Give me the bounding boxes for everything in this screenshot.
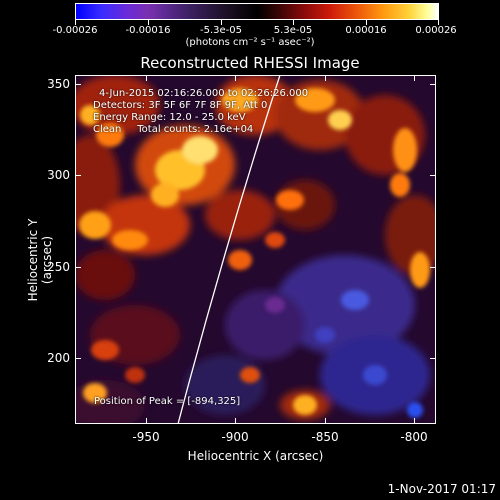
x-tick — [146, 75, 147, 81]
clean-counts-text: Clean Total counts: 2.16e+04 — [93, 124, 254, 135]
x-tick — [146, 418, 147, 424]
x-tick-label: -950 — [132, 430, 160, 444]
x-tick — [235, 418, 236, 424]
colorbar-label: -0.00026 — [52, 25, 98, 36]
colorbar-tick — [366, 20, 367, 25]
x-tick — [325, 75, 326, 81]
y-axis-title: Heliocentric Y (arcsec) — [26, 218, 54, 302]
colorbar — [75, 3, 439, 20]
y-tick-label: 350 — [47, 77, 70, 91]
x-tick-label: -850 — [311, 430, 339, 444]
y-tick — [75, 358, 81, 359]
colorbar-units: (photons cm⁻² s⁻¹ asec⁻²) — [185, 37, 315, 48]
colorbar-label: 0.00016 — [345, 25, 387, 36]
colorbar-tick — [148, 20, 149, 25]
colorbar-tick — [293, 20, 294, 25]
colorbar-tick — [75, 20, 76, 25]
x-axis-title: Heliocentric X (arcsec) — [187, 449, 324, 463]
y-tick — [430, 267, 436, 268]
colorbar-label: -5.3e-05 — [200, 25, 242, 36]
x-tick-label: -800 — [400, 430, 428, 444]
x-tick — [414, 418, 415, 424]
plot-frame — [75, 75, 436, 424]
x-tick — [235, 75, 236, 81]
image-title: Reconstructed RHESSI Image — [140, 54, 360, 72]
time-range-text: 4-Jun-2015 02:16:26.000 to 02:26:26.000 — [99, 88, 309, 99]
x-tick — [325, 418, 326, 424]
energy-range-text: Energy Range: 12.0 - 25.0 keV — [93, 112, 246, 123]
y-tick-label: 250 — [47, 260, 70, 274]
peak-position-text: Position of Peak = [-894,325] — [94, 396, 241, 407]
y-tick — [75, 175, 81, 176]
y-tick — [430, 84, 436, 85]
plot-timestamp: 1-Nov-2017 01:17 — [387, 482, 496, 496]
y-tick-label: 200 — [47, 351, 70, 365]
y-tick — [75, 84, 81, 85]
colorbar-label: -0.00016 — [125, 25, 171, 36]
y-tick-label: 300 — [47, 168, 70, 182]
solar-limb-line — [177, 75, 281, 424]
rhessi-image-canvas — [75, 75, 436, 424]
x-tick — [414, 75, 415, 81]
colorbar-label: 0.00026 — [415, 25, 457, 36]
x-tick-label: -900 — [221, 430, 249, 444]
colorbar-tick — [221, 20, 222, 25]
rhessi-image — [75, 75, 436, 424]
detectors-text: Detectors: 3F 5F 6F 7F 8F 9F, Att 0 — [93, 100, 268, 111]
colorbar-tick — [438, 20, 439, 25]
y-tick — [75, 267, 81, 268]
y-tick — [430, 358, 436, 359]
emission-blobs — [79, 88, 430, 418]
colorbar-label: 5.3e-05 — [273, 25, 313, 36]
y-tick — [430, 175, 436, 176]
